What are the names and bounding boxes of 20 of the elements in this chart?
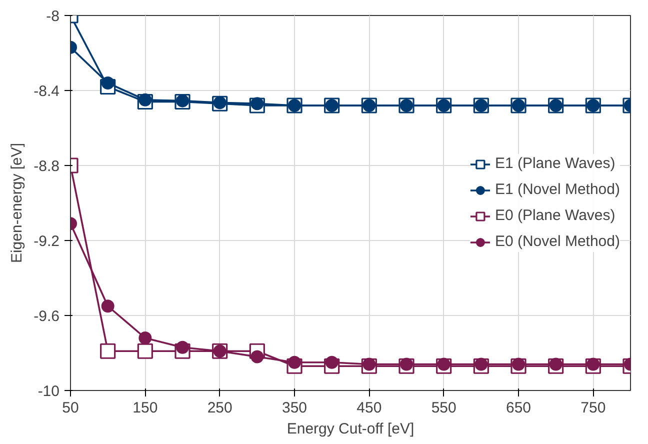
- x-tick-label: 350: [282, 400, 308, 416]
- y-tick-label: -9.6: [34, 308, 60, 325]
- legend-label: E0 (Novel Method): [494, 233, 620, 250]
- x-tick-label: 550: [431, 400, 456, 416]
- x-tick-label: 650: [506, 400, 532, 416]
- x-tick-label: 50: [62, 400, 79, 416]
- y-tick-label: -8.4: [34, 83, 60, 100]
- x-tick-label: 250: [207, 400, 232, 416]
- x-tick-label: 150: [132, 400, 158, 416]
- legend-label: E1 (Plane Waves): [494, 155, 616, 172]
- x-tick-label: 450: [356, 400, 382, 416]
- y-tick-label: -8.8: [34, 158, 60, 175]
- y-tick-label: -9.2: [34, 233, 60, 250]
- x-tick-label: 750: [580, 400, 606, 416]
- legend-label: E1 (Novel Method): [494, 181, 620, 198]
- x-axis-title: Energy Cut-off [eV]: [286, 420, 414, 438]
- legend-label: E0 (Plane Waves): [494, 207, 616, 224]
- y-axis-title: Eigen-energy [eV]: [8, 142, 26, 264]
- y-tick-label: -8: [46, 8, 60, 25]
- y-tick-label: -10: [38, 383, 60, 400]
